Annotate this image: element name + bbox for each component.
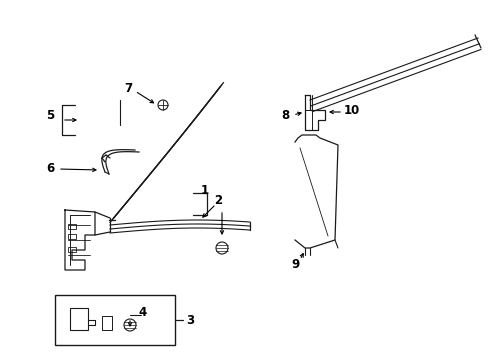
Bar	[55, 295, 175, 345]
Text: 10: 10	[344, 104, 360, 117]
Text: 6: 6	[46, 162, 54, 175]
Bar	[68, 224, 76, 229]
Bar	[102, 316, 112, 330]
Bar	[68, 234, 76, 239]
Bar	[70, 308, 88, 330]
Text: 7: 7	[124, 81, 132, 95]
Text: 5: 5	[46, 108, 54, 122]
Text: 8: 8	[281, 108, 289, 122]
Text: 4: 4	[139, 306, 147, 320]
Bar	[68, 247, 76, 252]
Text: 9: 9	[291, 258, 299, 271]
Text: 3: 3	[186, 314, 194, 327]
Text: 2: 2	[214, 194, 222, 207]
Text: 1: 1	[201, 184, 209, 197]
